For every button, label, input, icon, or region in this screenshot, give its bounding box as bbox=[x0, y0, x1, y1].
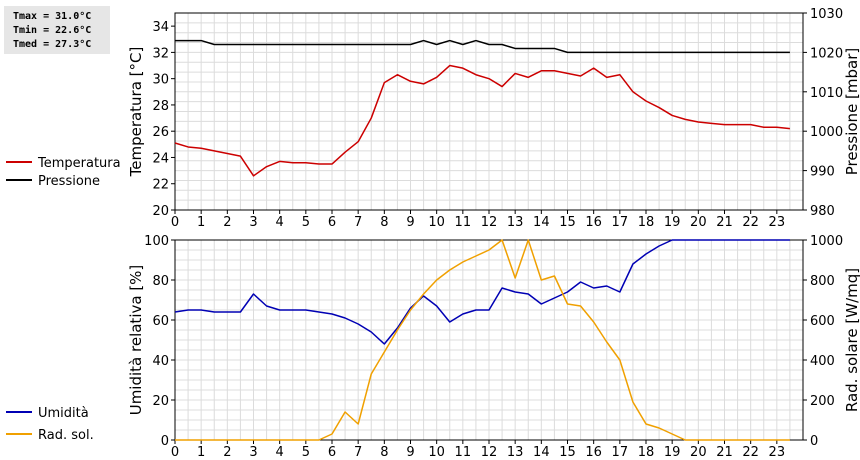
x-tick-label: 11 bbox=[455, 445, 472, 460]
x-tick-label: 16 bbox=[585, 215, 602, 230]
y-tick-label-left: 100 bbox=[144, 234, 169, 249]
y-tick-label-left: 28 bbox=[152, 99, 169, 114]
y-tick-label-right: 990 bbox=[810, 165, 835, 180]
x-tick-label: 22 bbox=[742, 445, 759, 460]
y-tick-label-left: 60 bbox=[152, 314, 169, 329]
x-tick-label: 6 bbox=[328, 215, 336, 230]
x-tick-label: 23 bbox=[769, 445, 786, 460]
y-tick-label-left: 20 bbox=[152, 204, 169, 219]
y-tick-label-left: 24 bbox=[152, 151, 169, 166]
x-tick-label: 23 bbox=[769, 215, 786, 230]
y-tick-label-right: 1000 bbox=[810, 234, 843, 249]
y-tick-label-right: 200 bbox=[810, 394, 835, 409]
series-line-1 bbox=[175, 239, 790, 441]
y-tick-label-right: 1000 bbox=[810, 125, 843, 140]
x-tick-label: 17 bbox=[612, 445, 629, 460]
x-tick-label: 1 bbox=[197, 215, 205, 230]
legend-label: Pressione bbox=[38, 174, 100, 189]
series-line-0 bbox=[174, 64, 790, 177]
x-tick-label: 19 bbox=[664, 215, 681, 230]
y-tick-label-right: 800 bbox=[810, 274, 835, 289]
x-tick-label: 13 bbox=[507, 215, 524, 230]
x-tick-label: 16 bbox=[585, 445, 602, 460]
tmin-label: Tmin = 22.6°C bbox=[13, 25, 92, 36]
series-line-0 bbox=[174, 239, 790, 345]
y-tick-label-right: 1030 bbox=[810, 7, 843, 22]
x-tick-label: 11 bbox=[455, 215, 472, 230]
y-tick-label-left: 0 bbox=[161, 434, 169, 449]
y-tick-label-left: 32 bbox=[152, 46, 169, 61]
y-tick-label-left: 40 bbox=[152, 354, 169, 369]
tmed-label: Tmed = 27.3°C bbox=[13, 39, 92, 50]
x-tick-label: 21 bbox=[716, 215, 733, 230]
stats-box: Tmax = 31.0°C Tmin = 22.6°C Tmed = 27.3°… bbox=[4, 6, 110, 54]
x-tick-label: 21 bbox=[716, 445, 733, 460]
x-tick-label: 19 bbox=[664, 445, 681, 460]
x-tick-label: 8 bbox=[380, 445, 388, 460]
x-tick-label: 10 bbox=[428, 215, 445, 230]
y-tick-label-right: 1010 bbox=[810, 86, 843, 101]
legend-label: Rad. sol. bbox=[38, 428, 94, 443]
y-tick-label-left: 20 bbox=[152, 394, 169, 409]
y-axis-title-left: Umidità relativa [%] bbox=[127, 265, 145, 416]
x-tick-label: 14 bbox=[533, 445, 550, 460]
x-tick-label: 7 bbox=[354, 215, 362, 230]
x-tick-label: 4 bbox=[276, 445, 284, 460]
y-axis-title-right: Rad. solare [W/mq] bbox=[843, 268, 860, 412]
tmax-label: Tmax = 31.0°C bbox=[13, 11, 92, 22]
y-tick-label-left: 80 bbox=[152, 274, 169, 289]
x-tick-label: 15 bbox=[559, 215, 576, 230]
x-tick-label: 10 bbox=[428, 445, 445, 460]
x-tick-label: 12 bbox=[481, 445, 498, 460]
x-tick-label: 3 bbox=[249, 445, 257, 460]
x-tick-label: 0 bbox=[171, 215, 179, 230]
x-tick-label: 7 bbox=[354, 445, 362, 460]
x-tick-label: 4 bbox=[276, 215, 284, 230]
y-tick-label-left: 22 bbox=[152, 178, 169, 193]
series-line-1 bbox=[175, 39, 790, 54]
legend-label: Temperatura bbox=[37, 156, 121, 171]
y-tick-label-right: 600 bbox=[810, 314, 835, 329]
x-tick-label: 15 bbox=[559, 445, 576, 460]
x-tick-label: 2 bbox=[223, 215, 231, 230]
x-tick-label: 18 bbox=[638, 445, 655, 460]
x-tick-label: 18 bbox=[638, 215, 655, 230]
x-tick-label: 22 bbox=[742, 215, 759, 230]
x-tick-label: 6 bbox=[328, 445, 336, 460]
x-tick-label: 2 bbox=[223, 445, 231, 460]
x-tick-label: 13 bbox=[507, 445, 524, 460]
x-tick-label: 9 bbox=[406, 445, 414, 460]
x-tick-label: 1 bbox=[197, 445, 205, 460]
legend-label: Umidità bbox=[38, 406, 89, 421]
y-tick-label-right: 980 bbox=[810, 204, 835, 219]
x-tick-label: 20 bbox=[690, 215, 707, 230]
y-tick-label-right: 0 bbox=[810, 434, 818, 449]
x-tick-label: 17 bbox=[612, 215, 629, 230]
x-tick-label: 9 bbox=[406, 215, 414, 230]
x-tick-label: 14 bbox=[533, 215, 550, 230]
x-tick-label: 0 bbox=[171, 445, 179, 460]
y-axis-title-right: Pressione [mbar] bbox=[843, 48, 860, 176]
x-tick-label: 5 bbox=[302, 215, 310, 230]
x-tick-label: 12 bbox=[481, 215, 498, 230]
x-tick-label: 8 bbox=[380, 215, 388, 230]
y-tick-label-right: 1020 bbox=[810, 46, 843, 61]
y-tick-label-left: 30 bbox=[152, 73, 169, 88]
y-tick-label-left: 34 bbox=[152, 20, 169, 35]
y-axis-title-left: Temperatura [°C] bbox=[127, 47, 145, 178]
y-tick-label-left: 26 bbox=[152, 125, 169, 140]
x-tick-label: 5 bbox=[302, 445, 310, 460]
x-tick-label: 3 bbox=[249, 215, 257, 230]
y-tick-label-right: 400 bbox=[810, 354, 835, 369]
x-tick-label: 20 bbox=[690, 445, 707, 460]
